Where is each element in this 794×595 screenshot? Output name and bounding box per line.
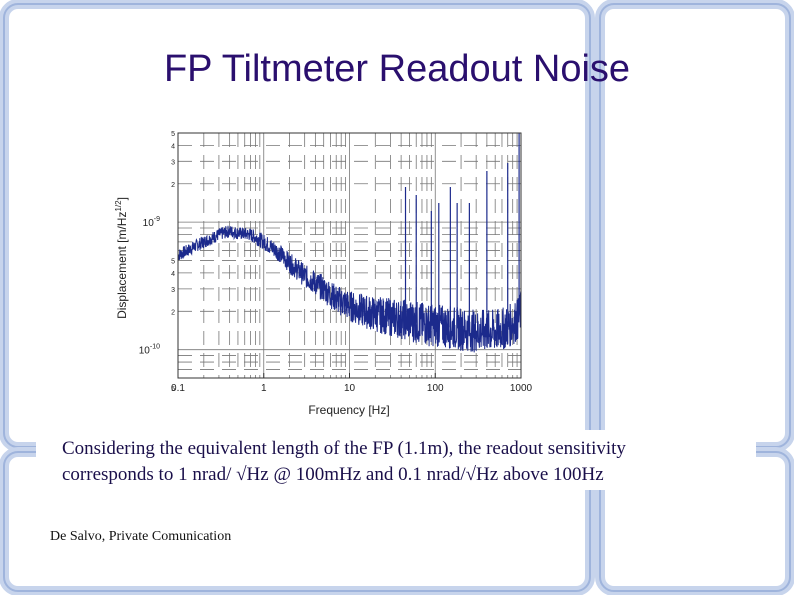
x-axis-label: Frequency [Hz] xyxy=(308,403,389,417)
y-minor-tick-label: 2 xyxy=(171,309,175,316)
x-tick-label: 1 xyxy=(261,383,267,394)
y-minor-tick-label: 3 xyxy=(171,287,175,294)
y-axis-label: Displacement [m/Hz1/2] xyxy=(114,197,129,319)
y-minor-tick-label: 4 xyxy=(171,143,175,150)
y-minor-tick-label: 5 xyxy=(171,386,175,393)
credit-note: De Salvo, Private Comunication xyxy=(50,529,232,544)
x-tick-label: 0.1 xyxy=(171,383,185,394)
y-minor-tick-label: 5 xyxy=(171,131,175,138)
caption-line-2: corresponds to 1 nrad/ √Hz @ 100mHz and … xyxy=(62,464,604,485)
caption-line-1: Considering the equivalent length of the… xyxy=(62,438,626,459)
slide-title: FP Tiltmeter Readout Noise xyxy=(163,48,631,90)
x-tick-label: 10 xyxy=(344,383,356,394)
y-minor-tick-label: 3 xyxy=(171,159,175,166)
y-tick-label: 10-10 xyxy=(139,344,160,357)
x-tick-label: 1000 xyxy=(510,383,533,394)
y-minor-tick-label: 4 xyxy=(171,271,175,278)
noise-trace xyxy=(177,225,522,353)
y-tick-label: 10-9 xyxy=(143,216,160,229)
y-minor-tick-label: 5 xyxy=(171,259,175,266)
caption: Considering the equivalent length of the… xyxy=(62,436,762,488)
noise-series xyxy=(177,133,522,353)
axis-ticks: 0.1 1 10 100 1000 10-9 10-10 5 4 3 2 5 4 3 2 5 xyxy=(139,131,533,394)
y-minor-tick-label: 2 xyxy=(171,182,175,189)
noise-chart: Displacement [m/Hz1/2] 0.1 1 10 100 1000 10-9… xyxy=(114,131,533,417)
x-tick-label: 100 xyxy=(427,383,444,394)
